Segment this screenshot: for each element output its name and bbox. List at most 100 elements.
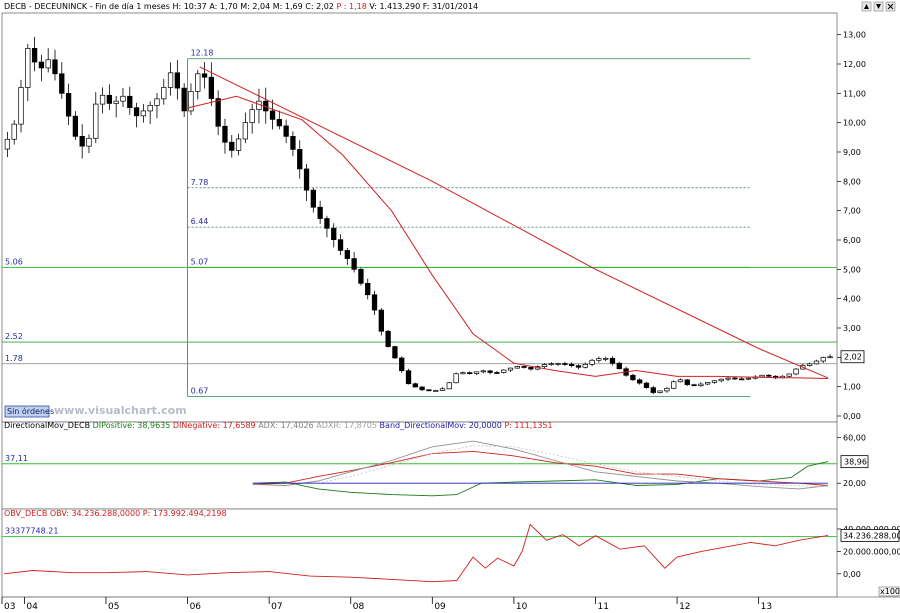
candle-body	[229, 141, 235, 151]
candle-body	[188, 91, 194, 112]
candle-body	[45, 59, 51, 69]
candle-body	[637, 379, 643, 384]
candle-body	[630, 374, 636, 381]
candle-body	[11, 123, 17, 140]
candle-body	[337, 239, 344, 251]
x-axis: 03 04 05 06 07 08 09 10 11 12 13	[1, 597, 772, 612]
candle-body	[358, 268, 364, 284]
candle-body	[222, 125, 228, 143]
candle-body	[786, 373, 792, 377]
price-y-tick: 3,00	[843, 324, 861, 333]
candle-body	[467, 372, 473, 375]
header-bar	[0, 0, 900, 12]
x-axis-label: 06	[190, 602, 202, 612]
candle-body	[446, 382, 452, 390]
candle-body	[596, 358, 602, 361]
x-axis-label: 12	[679, 602, 690, 612]
candle-body	[79, 136, 85, 147]
price-y-tick: 10,00	[843, 119, 866, 128]
obv-panel	[1, 508, 838, 598]
price-y-tick: 13,00	[843, 31, 866, 40]
level-label: 2.52	[5, 332, 23, 341]
fib-level-label: 12.18	[191, 49, 214, 58]
candle-body	[4, 138, 11, 150]
watermark: www.visualchart.com	[54, 404, 187, 417]
candle-body	[616, 362, 622, 370]
close-icon[interactable]	[885, 1, 896, 12]
dmi-series-adx	[252, 440, 829, 490]
price-y-tick: 7,00	[843, 207, 861, 216]
x-axis-label: 07	[271, 602, 282, 612]
candle-body	[249, 109, 255, 124]
dmi-series-dipositive	[252, 461, 829, 497]
candle-body	[167, 72, 174, 88]
price-y-tick: 4,00	[843, 295, 861, 304]
candle-body	[711, 380, 718, 383]
candle-body	[426, 389, 432, 392]
candle-body	[276, 119, 282, 127]
fib-level-label: 7.78	[191, 178, 209, 187]
x-axis-label: 09	[434, 602, 446, 612]
candle-body	[181, 87, 187, 112]
header-info: DECB - DECEUNINCK - Fin de día 1 meses H…	[4, 2, 478, 11]
candle-body	[399, 357, 405, 372]
price-y-tick: 8,00	[843, 177, 861, 186]
candle-body	[521, 366, 527, 368]
fib-level-label: 0.67	[191, 386, 209, 395]
last-price-badge	[840, 350, 865, 364]
candle-body	[494, 372, 500, 374]
candle-body	[331, 227, 337, 241]
candle-body	[541, 364, 548, 367]
candle-body	[439, 388, 446, 391]
obv-legend: OBV_DECB OBV: 34.236.288,0000 P: 173.992…	[4, 509, 227, 518]
candle-body	[59, 73, 65, 94]
moving-average-short	[187, 95, 829, 379]
candle-body	[419, 386, 425, 391]
candle-body	[514, 366, 520, 369]
candle-body	[643, 382, 650, 388]
candle-body	[351, 258, 357, 270]
fib-level-label: 5.07	[191, 257, 209, 266]
price-y-tick: 11,00	[843, 89, 866, 98]
down-icon[interactable]	[873, 1, 884, 12]
candle-body	[691, 384, 697, 387]
candle-body	[297, 149, 303, 170]
candle-body	[140, 110, 147, 117]
x-axis-label: 03	[4, 602, 15, 612]
dmi-series-adxr	[318, 445, 829, 488]
candle-body	[93, 103, 99, 139]
candle-body	[31, 48, 38, 63]
candle-body	[671, 381, 677, 389]
scale-badge[interactable]	[878, 586, 900, 597]
orders-button[interactable]: Sin órdenes	[4, 405, 54, 418]
candle-body	[38, 61, 45, 69]
up-icon[interactable]	[861, 1, 872, 12]
candle-body	[365, 282, 371, 296]
level-label: 5.06	[5, 258, 23, 267]
obv-last-badge	[840, 529, 900, 542]
candle-body	[310, 189, 316, 208]
price-y-tick: 6,00	[843, 236, 861, 245]
obv-y-tick: 0,00	[843, 570, 861, 579]
dmi-legend: DirectionalMov_DECB DIPositive: 38,9635 …	[4, 421, 553, 430]
dmi-series-dinegative	[252, 450, 829, 486]
candle-body	[793, 368, 799, 375]
candle-body	[72, 115, 79, 137]
x-axis-label: 13	[761, 602, 772, 612]
fib-level-label: 6.44	[191, 217, 209, 226]
candle-body	[827, 356, 833, 359]
candle-body	[195, 73, 201, 92]
candle-body	[392, 346, 398, 359]
candle-body	[385, 330, 391, 347]
candle-body	[133, 107, 140, 117]
candle-body	[650, 387, 656, 393]
candle-body	[684, 379, 690, 386]
candle-body	[766, 374, 772, 377]
x-axis-label: 10	[516, 602, 528, 612]
candle-body	[433, 390, 439, 392]
dmi-panel	[1, 421, 838, 510]
candle-body	[283, 125, 289, 137]
candle-body	[575, 365, 582, 368]
price-y-tick: 9,00	[843, 148, 861, 157]
